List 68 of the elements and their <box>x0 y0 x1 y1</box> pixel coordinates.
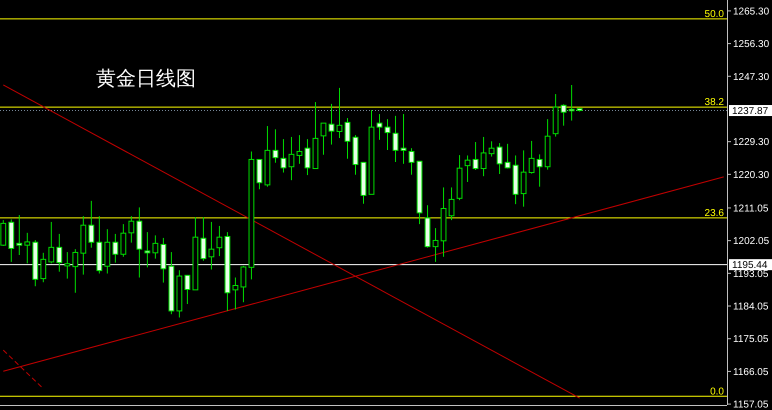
y-tick-label: 1184.05 <box>733 302 769 313</box>
candlestick <box>72 248 78 294</box>
candlestick <box>520 150 526 208</box>
annotation: 38.2 <box>704 97 724 108</box>
candlestick <box>256 158 262 190</box>
candlestick <box>56 233 62 272</box>
candlestick <box>184 274 190 305</box>
y-tick-label: 1211.05 <box>733 203 769 214</box>
candlestick <box>320 122 326 156</box>
candlestick <box>408 148 414 176</box>
candlestick <box>112 233 118 264</box>
candlestick <box>448 186 454 221</box>
candlestick <box>392 115 398 162</box>
candlestick <box>400 114 406 164</box>
y-tick-label: 1193.05 <box>733 268 769 280</box>
candlestick <box>40 252 46 283</box>
candlestick <box>344 118 350 160</box>
candlestick <box>88 200 94 248</box>
candlestick <box>304 138 310 176</box>
candlestick <box>376 114 382 140</box>
y-tick-label: 1265.30 <box>733 6 770 18</box>
candlestick <box>384 118 390 151</box>
y-tick-label: 1157.05 <box>733 400 769 410</box>
y-tick-label: 1247.30 <box>733 72 770 83</box>
candlestick <box>488 140 494 158</box>
candlestick <box>568 84 575 122</box>
candlestick <box>496 142 502 174</box>
candlestick <box>232 277 238 310</box>
candlestick <box>16 214 22 256</box>
ref-line-label: 1237.87 <box>732 106 769 118</box>
candlestick <box>152 234 158 260</box>
candlestick <box>536 154 543 188</box>
candlestick <box>24 232 30 264</box>
candlestick <box>288 136 294 181</box>
candlestick <box>208 221 214 270</box>
y-tick-label: 1220.30 <box>733 170 770 181</box>
candlestick <box>296 134 302 164</box>
y-tick-label: 1166.05 <box>733 366 769 378</box>
candlestick <box>216 225 222 257</box>
candlestick <box>128 216 134 244</box>
candlestick <box>0 220 6 246</box>
candlestick <box>504 143 510 170</box>
y-tick-label: 1256.30 <box>733 39 770 50</box>
candlestick <box>240 265 246 303</box>
y-tick-label: 1175.05 <box>733 334 769 346</box>
candlestick <box>200 216 206 262</box>
candlestick <box>560 104 567 126</box>
candlestick <box>528 140 535 174</box>
candlestick <box>48 221 54 264</box>
candlestick <box>104 228 110 274</box>
candlestick <box>280 138 286 174</box>
candlestick <box>144 232 150 268</box>
candlestick <box>480 136 486 177</box>
annotation: 0.0 <box>710 386 724 398</box>
text: 黄金日线图 <box>96 66 196 90</box>
annotation: 50.0 <box>704 8 724 20</box>
candlestick <box>328 103 334 146</box>
candlestick <box>464 154 470 182</box>
annotation: 23.6 <box>704 208 724 219</box>
candlestick <box>432 228 438 262</box>
candlestick <box>64 252 70 280</box>
y-tick-label: 1229.30 <box>733 137 770 148</box>
candlestick <box>120 224 126 258</box>
ref-line-label: 1195.44 <box>732 260 768 272</box>
candlestick <box>472 142 478 170</box>
candlestick <box>336 87 342 139</box>
y-tick-label: 1202.05 <box>733 236 770 248</box>
candlestick <box>272 128 278 164</box>
